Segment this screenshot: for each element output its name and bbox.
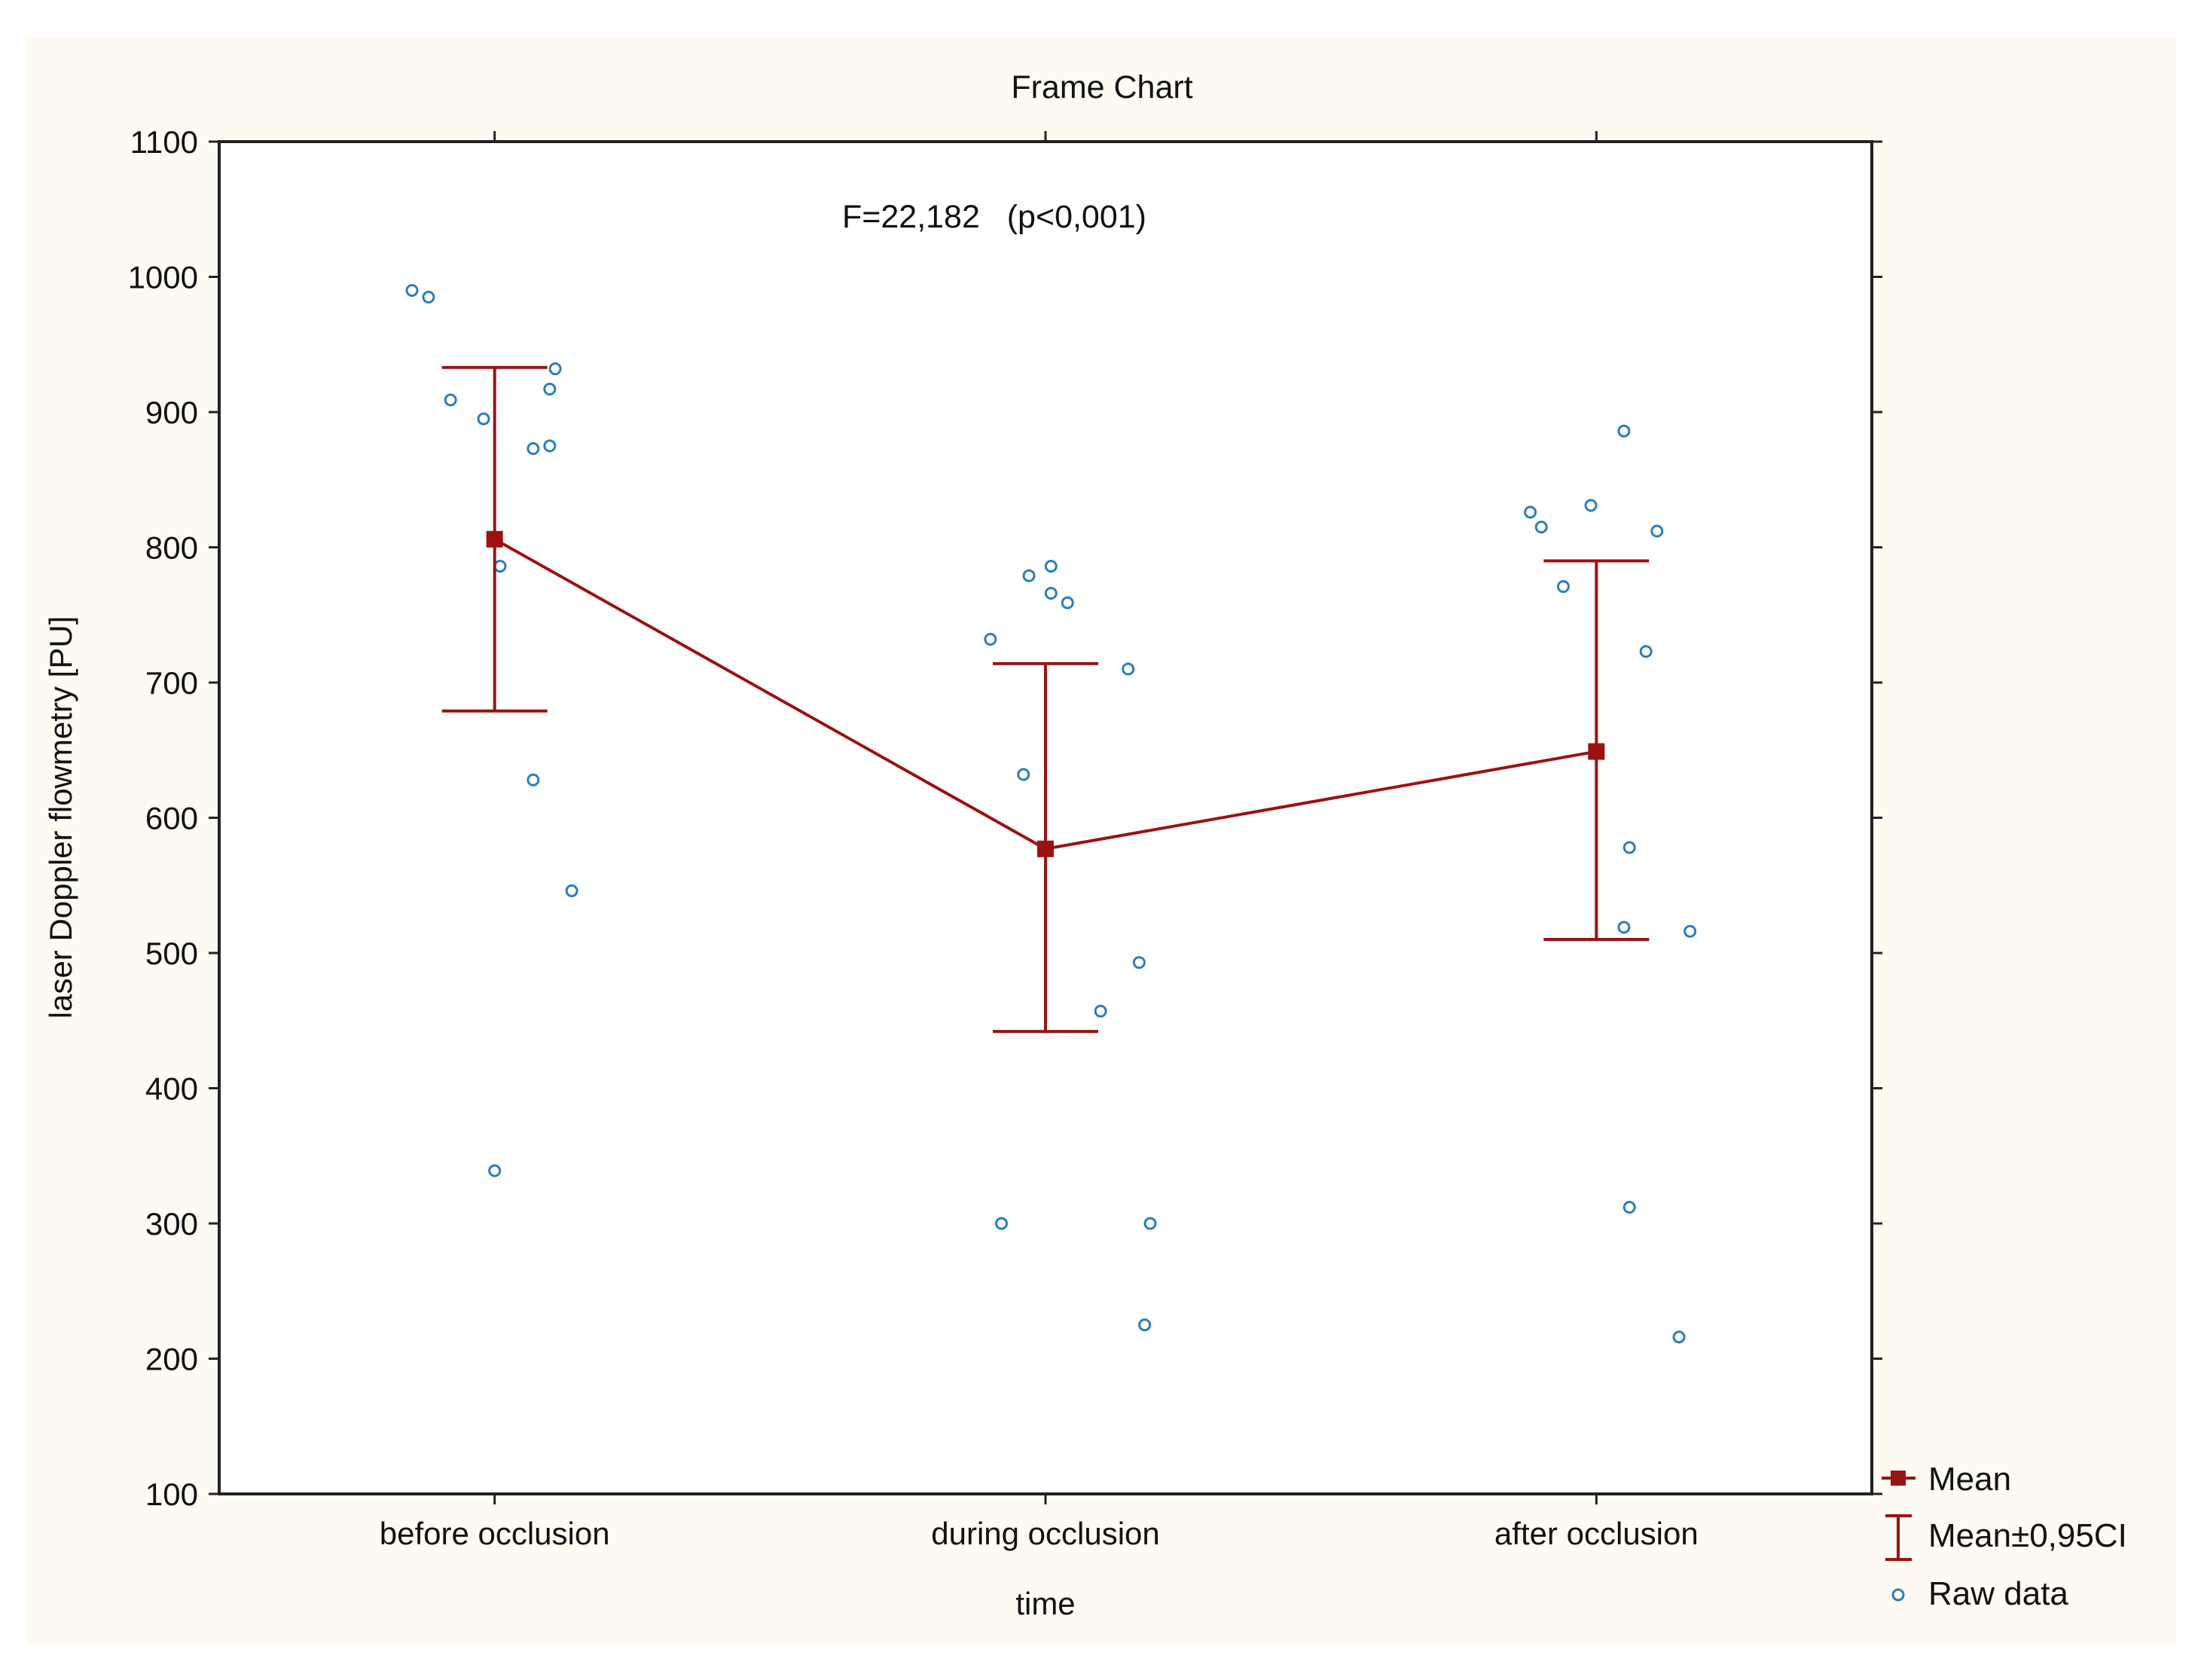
confidence-intervals — [441, 365, 1650, 1034]
y-tick-label-100: 100 — [145, 1477, 198, 1512]
legend-item-ci: Mean±0,95CI — [1885, 1514, 2127, 1561]
legend-raw-data-label: Raw data — [1928, 1575, 2068, 1612]
legend-mean-marker — [1891, 1471, 1906, 1486]
x-axis-ticks: before occlusion during occlusion after oc… — [380, 131, 1699, 1551]
raw-data-point-33 — [1684, 924, 1697, 938]
raw-data-point-31 — [1622, 841, 1636, 854]
chart-title: Frame Chart — [1011, 69, 1192, 105]
raw-data-point-32 — [1617, 921, 1631, 934]
y-axis-ticks: 100 200 300 400 500 600 700 800 900 1000 1100 — [128, 124, 1882, 1512]
raw-data-point-30 — [1639, 645, 1653, 658]
x-axis-label: time — [1015, 1586, 1075, 1621]
y-tick-label-200: 200 — [145, 1342, 198, 1377]
mean-marker-1 — [1037, 840, 1054, 857]
raw-data-point-16 — [984, 633, 997, 646]
raw-data-point-23 — [1138, 1318, 1152, 1332]
raw-data-point-3 — [477, 412, 490, 426]
chart-panel: 100 200 300 400 500 600 700 800 900 1000 1100 befo… — [26, 38, 2177, 1645]
raw-data-point-10 — [565, 884, 578, 897]
x-tick-label-2: after occlusion — [1494, 1516, 1699, 1551]
raw-data-point-4 — [548, 362, 562, 376]
y-tick-label-600: 600 — [145, 801, 198, 836]
raw-data-point-29 — [1556, 580, 1570, 594]
legend-item-mean: Mean — [1882, 1461, 2011, 1498]
raw-data-point-5 — [543, 382, 557, 396]
y-tick-label-500: 500 — [145, 936, 198, 971]
y-tick-label-400: 400 — [145, 1071, 198, 1107]
y-axis-label: laser Doppler flowmetry [PU] — [43, 616, 78, 1019]
mean-marker-0 — [486, 530, 503, 548]
raw-data-point-13 — [1044, 560, 1058, 573]
raw-data-point-2 — [444, 393, 457, 407]
legend: Mean Mean±0,95CI Raw data — [1882, 1461, 2127, 1612]
stat-annotation: F=22,182 (p<0,001) — [842, 199, 1146, 235]
raw-data-point-24 — [1524, 506, 1537, 519]
raw-data-point-14 — [1044, 587, 1058, 600]
raw-data-point-26 — [1584, 499, 1598, 512]
raw-data-point-28 — [1650, 524, 1664, 538]
raw-data-point-22 — [1143, 1217, 1157, 1230]
raw-data-point-12 — [1022, 569, 1036, 582]
raw-data-point-0 — [405, 283, 419, 297]
raw-data-point-1 — [422, 290, 435, 304]
y-tick-label-300: 300 — [145, 1206, 198, 1242]
raw-data-point-34 — [1622, 1200, 1636, 1214]
raw-data-point-25 — [1534, 521, 1548, 534]
raw-data-point-19 — [1132, 956, 1146, 970]
raw-data-point-15 — [1061, 596, 1074, 609]
legend-ci-label: Mean±0,95CI — [1928, 1517, 2127, 1554]
raw-data-points — [405, 283, 1697, 1344]
plot-frame — [218, 140, 1873, 1495]
y-tick-label-800: 800 — [145, 530, 198, 566]
raw-data-point-21 — [994, 1217, 1008, 1230]
raw-data-point-18 — [1017, 768, 1030, 781]
raw-data-point-6 — [527, 441, 540, 455]
raw-data-point-11 — [488, 1164, 502, 1178]
raw-data-point-9 — [527, 773, 540, 787]
raw-data-point-27 — [1617, 424, 1631, 438]
mean-marker-2 — [1588, 743, 1605, 760]
legend-raw-data-marker — [1891, 1588, 1905, 1602]
mean-series — [486, 530, 1605, 857]
raw-data-point-20 — [1094, 1004, 1107, 1018]
legend-item-raw-data: Raw data — [1891, 1575, 2068, 1612]
x-tick-label-1: during occlusion — [931, 1516, 1160, 1551]
y-tick-label-700: 700 — [145, 665, 198, 701]
legend-mean-label: Mean — [1928, 1461, 2011, 1498]
y-tick-label-900: 900 — [145, 395, 198, 430]
x-tick-label-0: before occlusion — [380, 1516, 610, 1551]
raw-data-point-17 — [1122, 662, 1135, 676]
y-tick-label-1000: 1000 — [128, 260, 198, 295]
frame-chart: 100 200 300 400 500 600 700 800 900 1000 1100 befo… — [26, 38, 2177, 1645]
y-tick-label-1100: 1100 — [130, 124, 198, 160]
raw-data-point-7 — [543, 439, 557, 453]
raw-data-point-35 — [1672, 1330, 1686, 1344]
